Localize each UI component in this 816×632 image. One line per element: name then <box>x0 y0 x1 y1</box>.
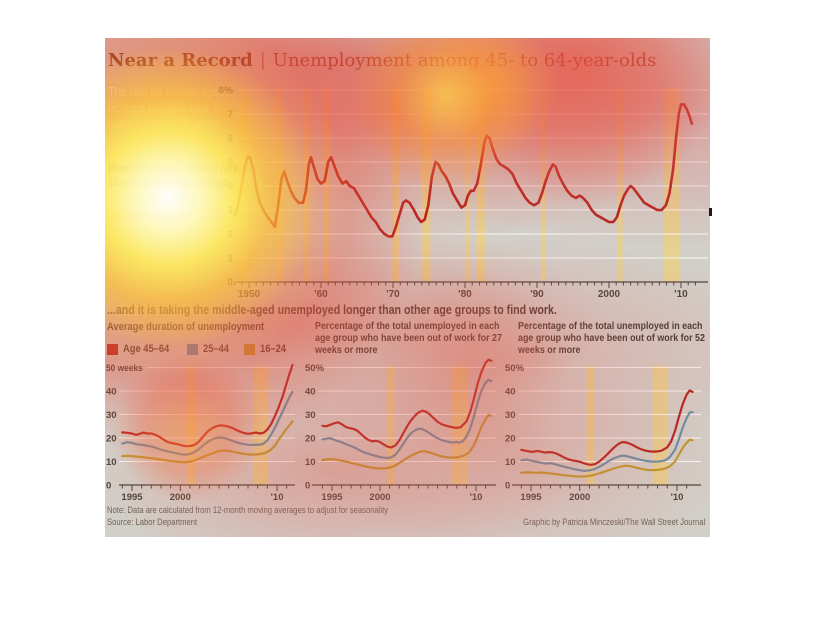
svg-text:1995: 1995 <box>121 492 143 503</box>
headline-subtitle: Unemployment among 45- to 64-year-olds <box>272 50 657 71</box>
svg-text:5: 5 <box>227 157 233 168</box>
svg-text:6: 6 <box>227 133 233 144</box>
svg-text:3: 3 <box>227 205 233 216</box>
svg-text:10: 10 <box>505 457 516 468</box>
legend-swatch-16-24 <box>244 343 256 355</box>
svg-text:0: 0 <box>305 480 310 491</box>
legend-item-25-44: 25–44 <box>187 343 234 355</box>
svg-text:8%: 8% <box>219 85 234 96</box>
svg-text:1: 1 <box>227 253 233 264</box>
panel1-title: Average duration of unemployment <box>107 321 265 333</box>
svg-text:40: 40 <box>305 386 316 397</box>
svg-text:0: 0 <box>227 277 233 288</box>
svg-text:'70: '70 <box>386 289 400 300</box>
screen-artifact <box>709 208 712 216</box>
pct-52-weeks-chart: 0 10 20 30 40 50% 1995 2000 '10 <box>505 363 701 503</box>
recessions-label: Recessions <box>127 211 191 223</box>
legend-label-45-64: Age 45–64 <box>123 343 170 355</box>
legend-item-45-64: Age 45–64 <box>107 343 177 355</box>
svg-text:2000: 2000 <box>369 492 390 503</box>
legend-label-16-24: 16–24 <box>260 343 287 355</box>
svg-text:'80: '80 <box>458 289 472 300</box>
svg-text:'60: '60 <box>314 289 328 300</box>
svg-text:40: 40 <box>106 386 117 397</box>
svg-text:50%: 50% <box>305 363 325 374</box>
svg-text:7: 7 <box>227 109 233 120</box>
svg-text:0: 0 <box>106 480 111 491</box>
avg-duration-chart: 0 10 20 30 40 50 weeks 1995 2000 '10 <box>106 363 295 503</box>
legend-swatch-45-64 <box>107 343 118 355</box>
source-line: Source: Labor Department <box>107 517 198 527</box>
svg-text:10: 10 <box>305 457 316 468</box>
svg-text:2000: 2000 <box>569 492 590 503</box>
svg-text:'10: '10 <box>470 492 483 503</box>
svg-text:2: 2 <box>227 229 233 240</box>
svg-text:50 weeks: 50 weeks <box>106 363 143 374</box>
pct-27-weeks-chart: 0 10 20 30 40 50% 1995 2000 '10 <box>305 358 496 503</box>
age-group-legend: Age 45–64 25–44 16–24 <box>107 343 291 355</box>
legend-swatch-25-44 <box>187 343 199 355</box>
svg-text:30: 30 <box>505 410 516 421</box>
infographic-panel: Near a Record | Unemployment among 45- to … <box>105 38 710 537</box>
footnote: Note: Data are calculated from 12-month … <box>107 505 389 515</box>
svg-text:1950: 1950 <box>238 289 261 300</box>
svg-text:1995: 1995 <box>321 492 343 503</box>
svg-text:30: 30 <box>106 410 117 421</box>
headline: Near a Record | Unemployment among 45- to … <box>108 50 656 71</box>
credit-line: Graphic by Patricia Minczeski/The Wall S… <box>522 517 705 527</box>
svg-text:20: 20 <box>305 433 316 444</box>
section-intro-text: ...and it is taking the middle-aged unem… <box>107 303 557 317</box>
svg-text:0: 0 <box>505 480 510 491</box>
svg-text:'10: '10 <box>271 492 284 503</box>
recessions-legend: Recessions <box>108 211 191 223</box>
panel3-title: Percentage of the total unemployed in ea… <box>518 320 705 356</box>
svg-text:1995: 1995 <box>520 492 542 503</box>
legend-item-16-24: 16–24 <box>244 343 291 355</box>
recession-band-swatch <box>108 211 120 223</box>
svg-text:4: 4 <box>227 181 233 192</box>
svg-text:30: 30 <box>305 410 316 421</box>
svg-text:20: 20 <box>106 433 117 444</box>
svg-text:10: 10 <box>106 457 117 468</box>
headline-kicker: Near a Record <box>108 50 253 71</box>
svg-text:'10: '10 <box>674 289 688 300</box>
svg-text:40: 40 <box>505 386 516 397</box>
main-unemployment-chart: 0 1 2 3 4 5 6 7 8% 1950 '60 '70 '80 '90 2000 '10 <box>219 85 708 300</box>
svg-text:2000: 2000 <box>598 289 621 300</box>
svg-text:2000: 2000 <box>170 492 191 503</box>
legend-label-25-44: 25–44 <box>203 343 230 355</box>
svg-text:'90: '90 <box>530 289 544 300</box>
svg-text:20: 20 <box>505 433 516 444</box>
headline-separator: | <box>259 50 266 71</box>
panel2-title: Percentage of the total unemployed in ea… <box>315 320 502 356</box>
svg-text:50%: 50% <box>505 363 525 374</box>
svg-text:'10: '10 <box>671 492 684 503</box>
